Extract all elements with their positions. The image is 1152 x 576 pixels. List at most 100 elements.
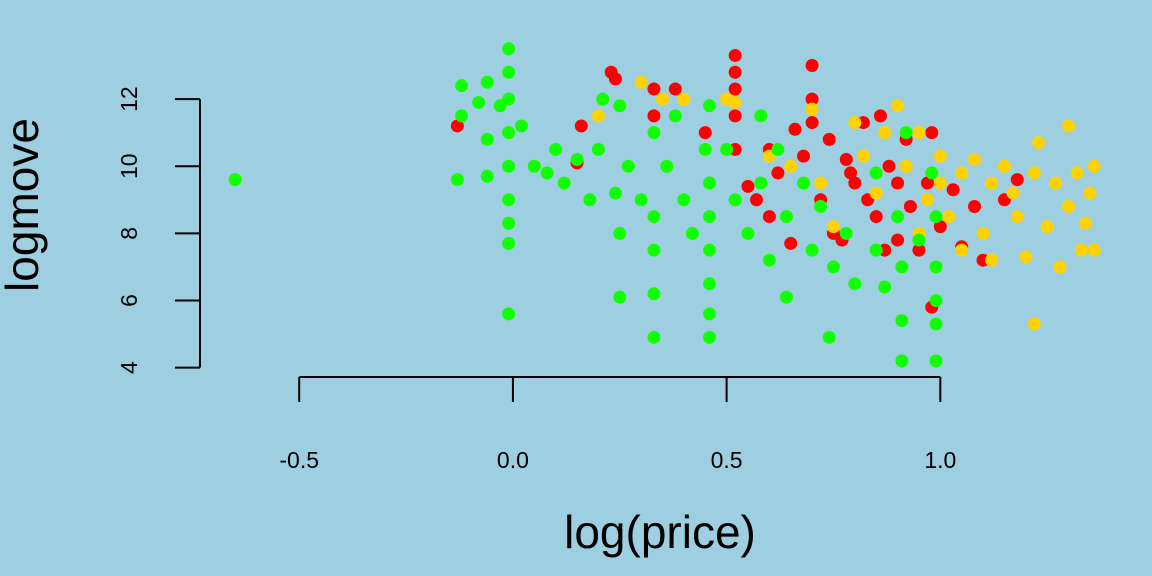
point bbox=[878, 126, 892, 140]
point bbox=[502, 42, 516, 56]
point bbox=[925, 166, 939, 180]
point bbox=[502, 65, 516, 79]
point bbox=[805, 102, 819, 116]
point bbox=[1070, 166, 1084, 180]
y-tick-label: 6 bbox=[116, 294, 142, 307]
point bbox=[228, 173, 242, 187]
point bbox=[985, 176, 999, 190]
point bbox=[912, 233, 926, 247]
point bbox=[869, 243, 883, 257]
y-tick-label: 8 bbox=[116, 227, 142, 240]
point bbox=[891, 233, 905, 247]
point bbox=[472, 95, 486, 109]
point bbox=[1049, 176, 1063, 190]
point bbox=[895, 354, 909, 368]
point bbox=[771, 142, 785, 156]
point bbox=[502, 236, 516, 250]
point bbox=[1087, 159, 1101, 173]
point bbox=[741, 226, 755, 240]
point bbox=[1074, 243, 1088, 257]
point bbox=[754, 109, 768, 123]
point bbox=[903, 200, 917, 213]
point bbox=[647, 109, 661, 123]
point bbox=[929, 317, 943, 331]
point bbox=[848, 277, 862, 291]
point bbox=[703, 210, 717, 224]
point bbox=[784, 236, 798, 250]
point bbox=[450, 119, 464, 133]
point bbox=[882, 159, 896, 173]
point bbox=[869, 166, 883, 180]
point bbox=[929, 210, 943, 224]
point bbox=[942, 210, 956, 224]
point bbox=[703, 99, 717, 113]
point bbox=[703, 277, 717, 291]
point bbox=[1010, 173, 1024, 187]
point bbox=[1053, 260, 1067, 274]
point bbox=[557, 176, 571, 190]
point bbox=[878, 280, 892, 294]
point bbox=[720, 142, 734, 156]
point bbox=[976, 226, 990, 240]
point bbox=[480, 132, 494, 146]
point bbox=[514, 119, 528, 133]
point bbox=[527, 159, 541, 173]
point bbox=[591, 142, 605, 156]
point bbox=[540, 166, 554, 180]
point bbox=[1079, 216, 1093, 230]
point bbox=[839, 226, 853, 240]
point bbox=[596, 92, 610, 106]
point bbox=[822, 330, 836, 344]
point bbox=[698, 126, 712, 140]
point bbox=[1087, 243, 1101, 257]
point bbox=[784, 159, 798, 173]
point bbox=[929, 260, 943, 274]
point bbox=[1032, 136, 1046, 150]
point bbox=[1027, 166, 1041, 180]
point bbox=[856, 149, 870, 163]
point bbox=[502, 216, 516, 230]
point bbox=[1040, 220, 1054, 234]
point bbox=[677, 193, 691, 207]
point bbox=[899, 159, 913, 173]
point bbox=[647, 287, 661, 301]
point bbox=[613, 99, 627, 113]
point bbox=[647, 126, 661, 140]
point bbox=[805, 59, 819, 73]
point bbox=[1027, 317, 1041, 331]
point bbox=[677, 92, 691, 106]
point bbox=[741, 179, 755, 193]
x-tick-label: -0.5 bbox=[279, 447, 319, 473]
point bbox=[822, 132, 836, 146]
point bbox=[955, 243, 969, 257]
point bbox=[895, 260, 909, 274]
point bbox=[826, 260, 840, 274]
point bbox=[771, 166, 785, 180]
point bbox=[929, 293, 943, 307]
y-tick-label: 4 bbox=[116, 361, 142, 374]
point bbox=[613, 290, 627, 304]
point bbox=[549, 142, 563, 156]
point bbox=[583, 193, 597, 207]
point bbox=[826, 220, 840, 234]
point bbox=[728, 95, 742, 109]
point bbox=[839, 153, 853, 167]
point bbox=[703, 176, 717, 190]
point bbox=[814, 200, 828, 213]
point bbox=[685, 226, 699, 240]
point bbox=[1010, 210, 1024, 224]
point bbox=[647, 82, 661, 96]
y-tick-label: 12 bbox=[116, 86, 142, 112]
point bbox=[502, 159, 516, 173]
point bbox=[920, 193, 934, 207]
y-axis-title: logmove bbox=[0, 118, 48, 292]
point bbox=[480, 75, 494, 89]
point bbox=[608, 186, 622, 200]
point bbox=[895, 314, 909, 328]
point bbox=[805, 92, 819, 106]
point bbox=[805, 243, 819, 257]
point bbox=[728, 65, 742, 79]
point bbox=[647, 210, 661, 224]
point bbox=[703, 307, 717, 321]
